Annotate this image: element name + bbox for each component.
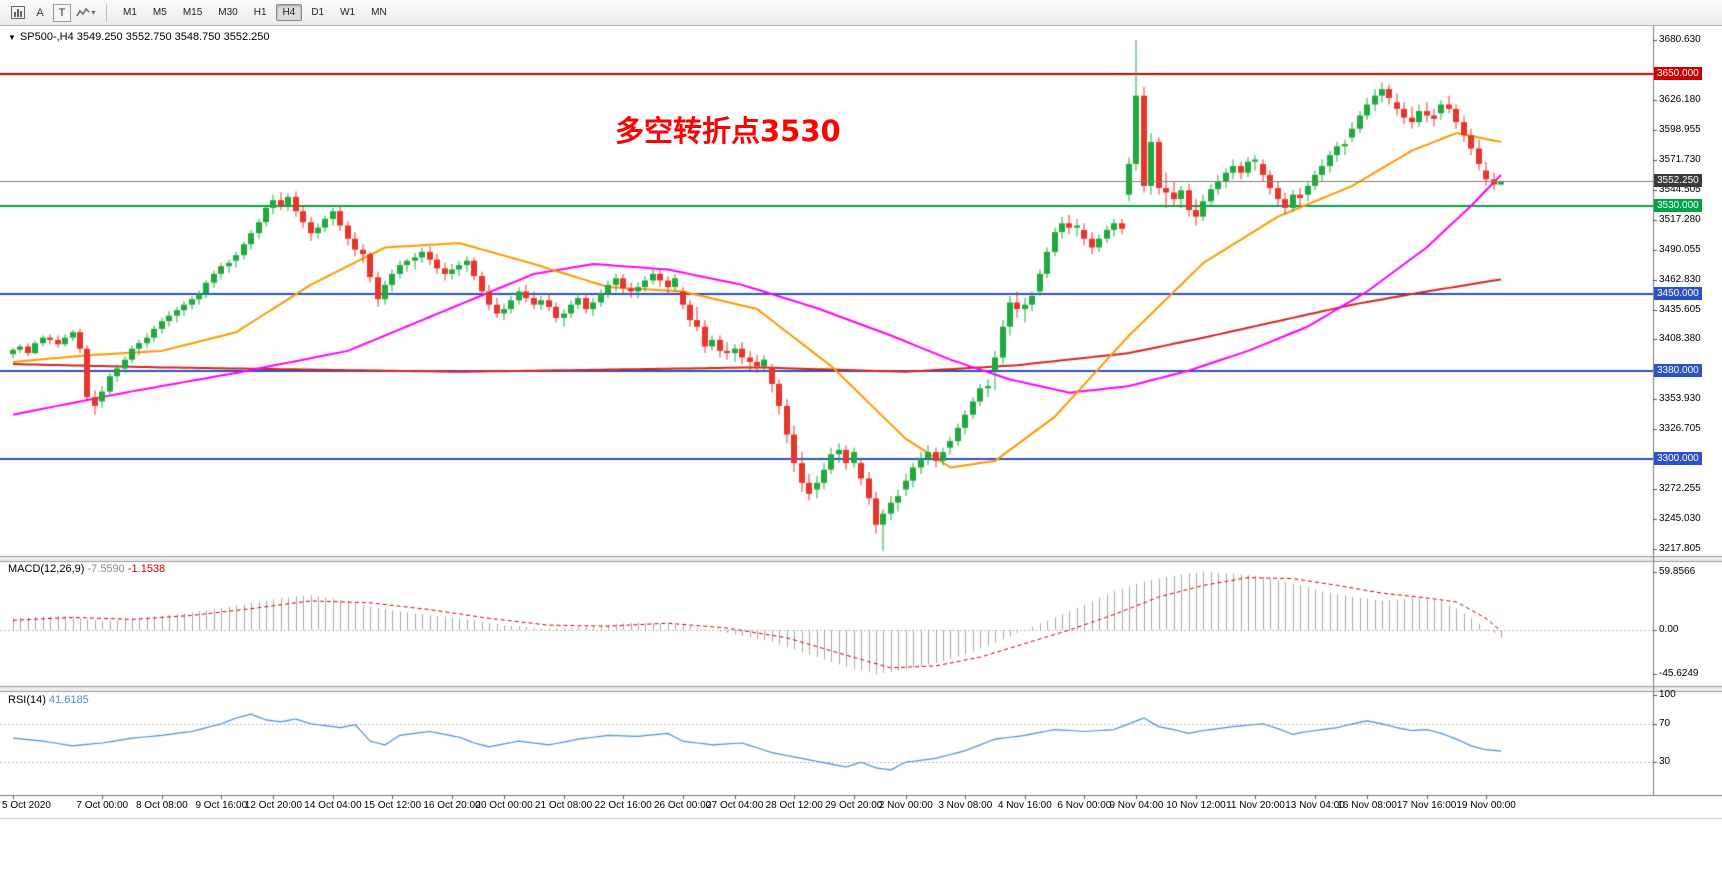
timeframe-h4-button[interactable]: H4 — [275, 4, 303, 21]
timeframe-h1-button[interactable]: H1 — [253, 7, 267, 18]
indicators-icon[interactable]: ▾ — [76, 4, 96, 22]
text-a-button[interactable]: A — [36, 6, 44, 19]
timeframe-m5-button[interactable]: M5 — [152, 7, 167, 18]
toolbar-separator — [106, 3, 107, 22]
toolbar: A T ▾ M1 M5 M15 M30 H1 H4 D1 W1 MN — [0, 0, 1722, 26]
time-axis[interactable] — [0, 795, 1653, 818]
dropdown-caret-icon: ▾ — [91, 8, 96, 17]
price-axis[interactable] — [1653, 26, 1722, 795]
timeframe-mn-button[interactable]: MN — [371, 7, 387, 18]
panel-splitter-rsi[interactable] — [0, 686, 1722, 692]
chart-window-icon[interactable] — [8, 4, 28, 22]
timeframe-m30-button[interactable]: M30 — [218, 7, 238, 18]
timeframe-w1-button[interactable]: W1 — [340, 7, 356, 18]
timeframe-group: M1 M5 M15 M30 H1 H4 D1 W1 MN — [115, 4, 395, 21]
panel-splitter-macd[interactable] — [0, 556, 1722, 562]
text-t-button[interactable]: T — [53, 3, 71, 22]
timeframe-m15-button[interactable]: M15 — [182, 7, 203, 18]
timeframe-d1-button[interactable]: D1 — [311, 7, 325, 18]
timeframe-m1-button[interactable]: M1 — [123, 7, 137, 18]
